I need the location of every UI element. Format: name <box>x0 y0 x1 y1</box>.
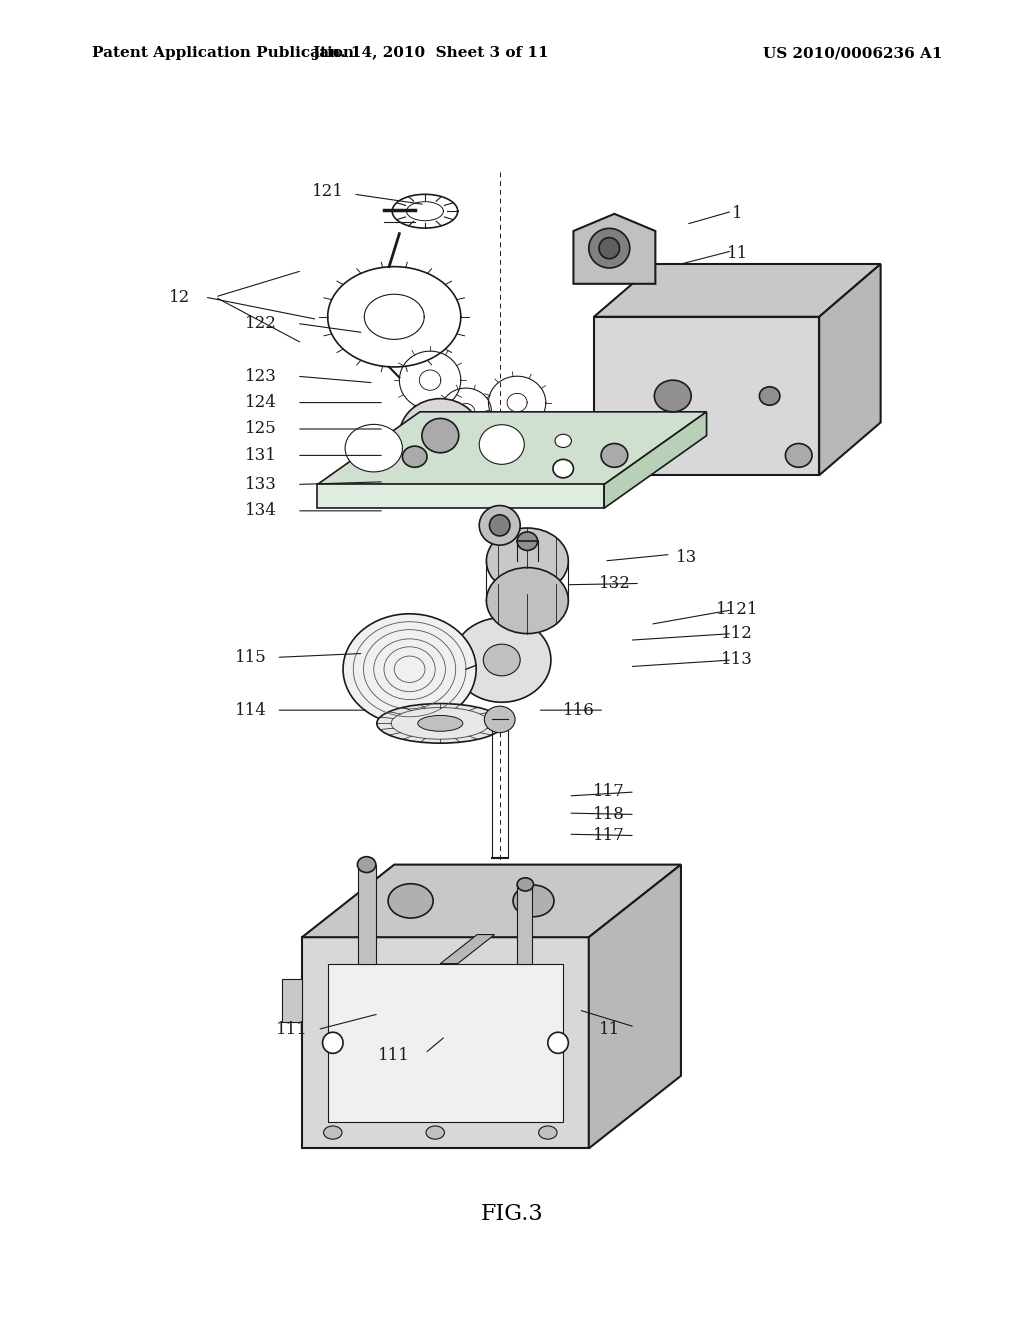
Ellipse shape <box>548 1032 568 1053</box>
Ellipse shape <box>486 528 568 594</box>
Text: 13: 13 <box>676 549 696 565</box>
Ellipse shape <box>388 883 433 919</box>
Ellipse shape <box>601 444 628 467</box>
Ellipse shape <box>539 1126 557 1139</box>
Ellipse shape <box>513 884 554 916</box>
Polygon shape <box>358 865 376 964</box>
Ellipse shape <box>345 425 402 471</box>
Text: 134: 134 <box>245 503 278 519</box>
Text: 1121: 1121 <box>716 602 759 618</box>
Ellipse shape <box>589 228 630 268</box>
Ellipse shape <box>343 614 476 725</box>
Text: 113: 113 <box>721 652 754 668</box>
Ellipse shape <box>484 706 515 733</box>
Text: 125: 125 <box>245 421 278 437</box>
Polygon shape <box>819 264 881 475</box>
Ellipse shape <box>426 1126 444 1139</box>
Text: 11: 11 <box>599 1022 620 1038</box>
Ellipse shape <box>377 704 504 743</box>
Polygon shape <box>594 264 881 317</box>
Text: 116: 116 <box>562 702 595 718</box>
Polygon shape <box>317 412 707 484</box>
Text: 133: 133 <box>245 477 278 492</box>
Polygon shape <box>302 937 589 1148</box>
Text: 117: 117 <box>593 784 626 800</box>
Text: 11: 11 <box>727 246 748 261</box>
Ellipse shape <box>402 446 427 467</box>
Ellipse shape <box>517 532 538 550</box>
Polygon shape <box>317 484 604 508</box>
Text: US 2010/0006236 A1: US 2010/0006236 A1 <box>763 46 942 61</box>
Ellipse shape <box>654 380 691 412</box>
Ellipse shape <box>418 715 463 731</box>
Text: 12: 12 <box>169 289 189 305</box>
Text: 114: 114 <box>234 702 267 718</box>
Ellipse shape <box>479 425 524 465</box>
Ellipse shape <box>399 399 481 473</box>
Ellipse shape <box>422 418 459 453</box>
Polygon shape <box>604 412 707 508</box>
Text: 124: 124 <box>245 395 278 411</box>
Text: FIG.3: FIG.3 <box>480 1204 544 1225</box>
Text: 111: 111 <box>275 1022 308 1038</box>
Text: 115: 115 <box>234 649 267 665</box>
Ellipse shape <box>553 459 573 478</box>
Polygon shape <box>302 865 681 937</box>
Ellipse shape <box>323 1032 343 1053</box>
Text: 118: 118 <box>593 807 626 822</box>
Text: 132: 132 <box>598 576 631 591</box>
Polygon shape <box>440 935 495 964</box>
Ellipse shape <box>486 568 568 634</box>
Text: 117: 117 <box>593 828 626 843</box>
Ellipse shape <box>517 878 534 891</box>
Polygon shape <box>589 865 681 1148</box>
Text: 121: 121 <box>311 183 344 199</box>
Ellipse shape <box>599 238 620 259</box>
Ellipse shape <box>555 434 571 447</box>
Ellipse shape <box>357 857 376 873</box>
Text: 131: 131 <box>245 447 278 463</box>
Ellipse shape <box>483 644 520 676</box>
Ellipse shape <box>324 1126 342 1139</box>
Polygon shape <box>328 964 563 1122</box>
Polygon shape <box>282 979 302 1022</box>
Text: Patent Application Publication: Patent Application Publication <box>92 46 354 61</box>
Text: 122: 122 <box>245 315 278 331</box>
Ellipse shape <box>785 444 812 467</box>
Text: 123: 123 <box>245 368 278 384</box>
Polygon shape <box>517 884 532 964</box>
Text: Jan. 14, 2010  Sheet 3 of 11: Jan. 14, 2010 Sheet 3 of 11 <box>311 46 549 61</box>
Ellipse shape <box>453 618 551 702</box>
Text: 111: 111 <box>378 1048 411 1064</box>
Polygon shape <box>594 317 819 475</box>
Ellipse shape <box>760 387 780 405</box>
Text: 1: 1 <box>732 206 742 222</box>
Text: 112: 112 <box>721 626 754 642</box>
Ellipse shape <box>489 515 510 536</box>
Ellipse shape <box>479 506 520 545</box>
Polygon shape <box>573 214 655 284</box>
